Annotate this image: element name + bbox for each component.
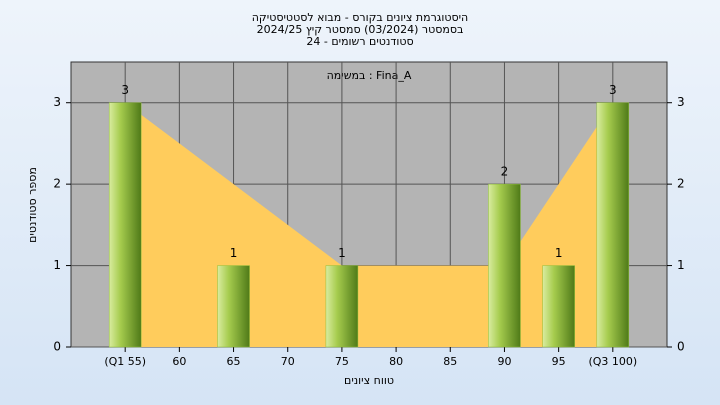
y2-tick-label: 2 xyxy=(677,177,685,191)
y2-tick-label: 0 xyxy=(677,340,685,354)
bar xyxy=(217,265,250,348)
bar xyxy=(325,265,359,348)
chart-subtitle: בסמסטר (03/2024) סמסטר קיץ 2024/25 xyxy=(257,23,464,36)
x-axis-label: טווח ציונים xyxy=(344,374,394,387)
x-tick-label: 95 xyxy=(552,355,566,368)
x-tick-label: 75 xyxy=(335,355,349,368)
y2-tick-label: 1 xyxy=(677,258,685,272)
data-label: 1 xyxy=(230,246,238,260)
x-tick-label: (Q1 55) xyxy=(104,355,146,368)
x-tick-label: 60 xyxy=(172,355,186,368)
x-tick-label: 85 xyxy=(443,355,457,368)
y-tick-label: 2 xyxy=(53,177,61,191)
bar xyxy=(596,102,630,348)
data-label: 2 xyxy=(501,165,509,179)
data-label: 1 xyxy=(555,246,563,260)
annotation: במשימה : Fina_A xyxy=(327,69,412,82)
plot-layer: 0 0 1 1 2 2 3 3 (Q1 55) 60 65 70 75 80 85 90 95 (Q3 100) 3… xyxy=(53,62,685,368)
x-tick-label: 70 xyxy=(281,355,295,368)
y2-tick-label: 3 xyxy=(677,95,685,109)
y-tick-label: 1 xyxy=(53,258,61,272)
x-tick-label: 80 xyxy=(389,355,403,368)
y-tick-label: 0 xyxy=(53,340,61,354)
data-label: 1 xyxy=(338,246,346,260)
data-label: 3 xyxy=(609,83,617,97)
y-axis-label: מספר סטודנטים xyxy=(26,167,39,243)
y-tick-label: 3 xyxy=(53,95,61,109)
x-tick-label: 90 xyxy=(497,355,511,368)
chart-title: היסטוגרמת ציונים בקורס - מבוא לסטטיסטיקה xyxy=(252,11,468,24)
chart-subtitle: סטודנטים רשומים - 24 xyxy=(306,35,413,48)
bar xyxy=(488,183,521,348)
data-label: 3 xyxy=(121,83,129,97)
x-tick-label: (Q3 100) xyxy=(588,355,637,368)
x-tick-label: 65 xyxy=(227,355,241,368)
bar xyxy=(542,265,575,348)
bar xyxy=(108,102,142,348)
